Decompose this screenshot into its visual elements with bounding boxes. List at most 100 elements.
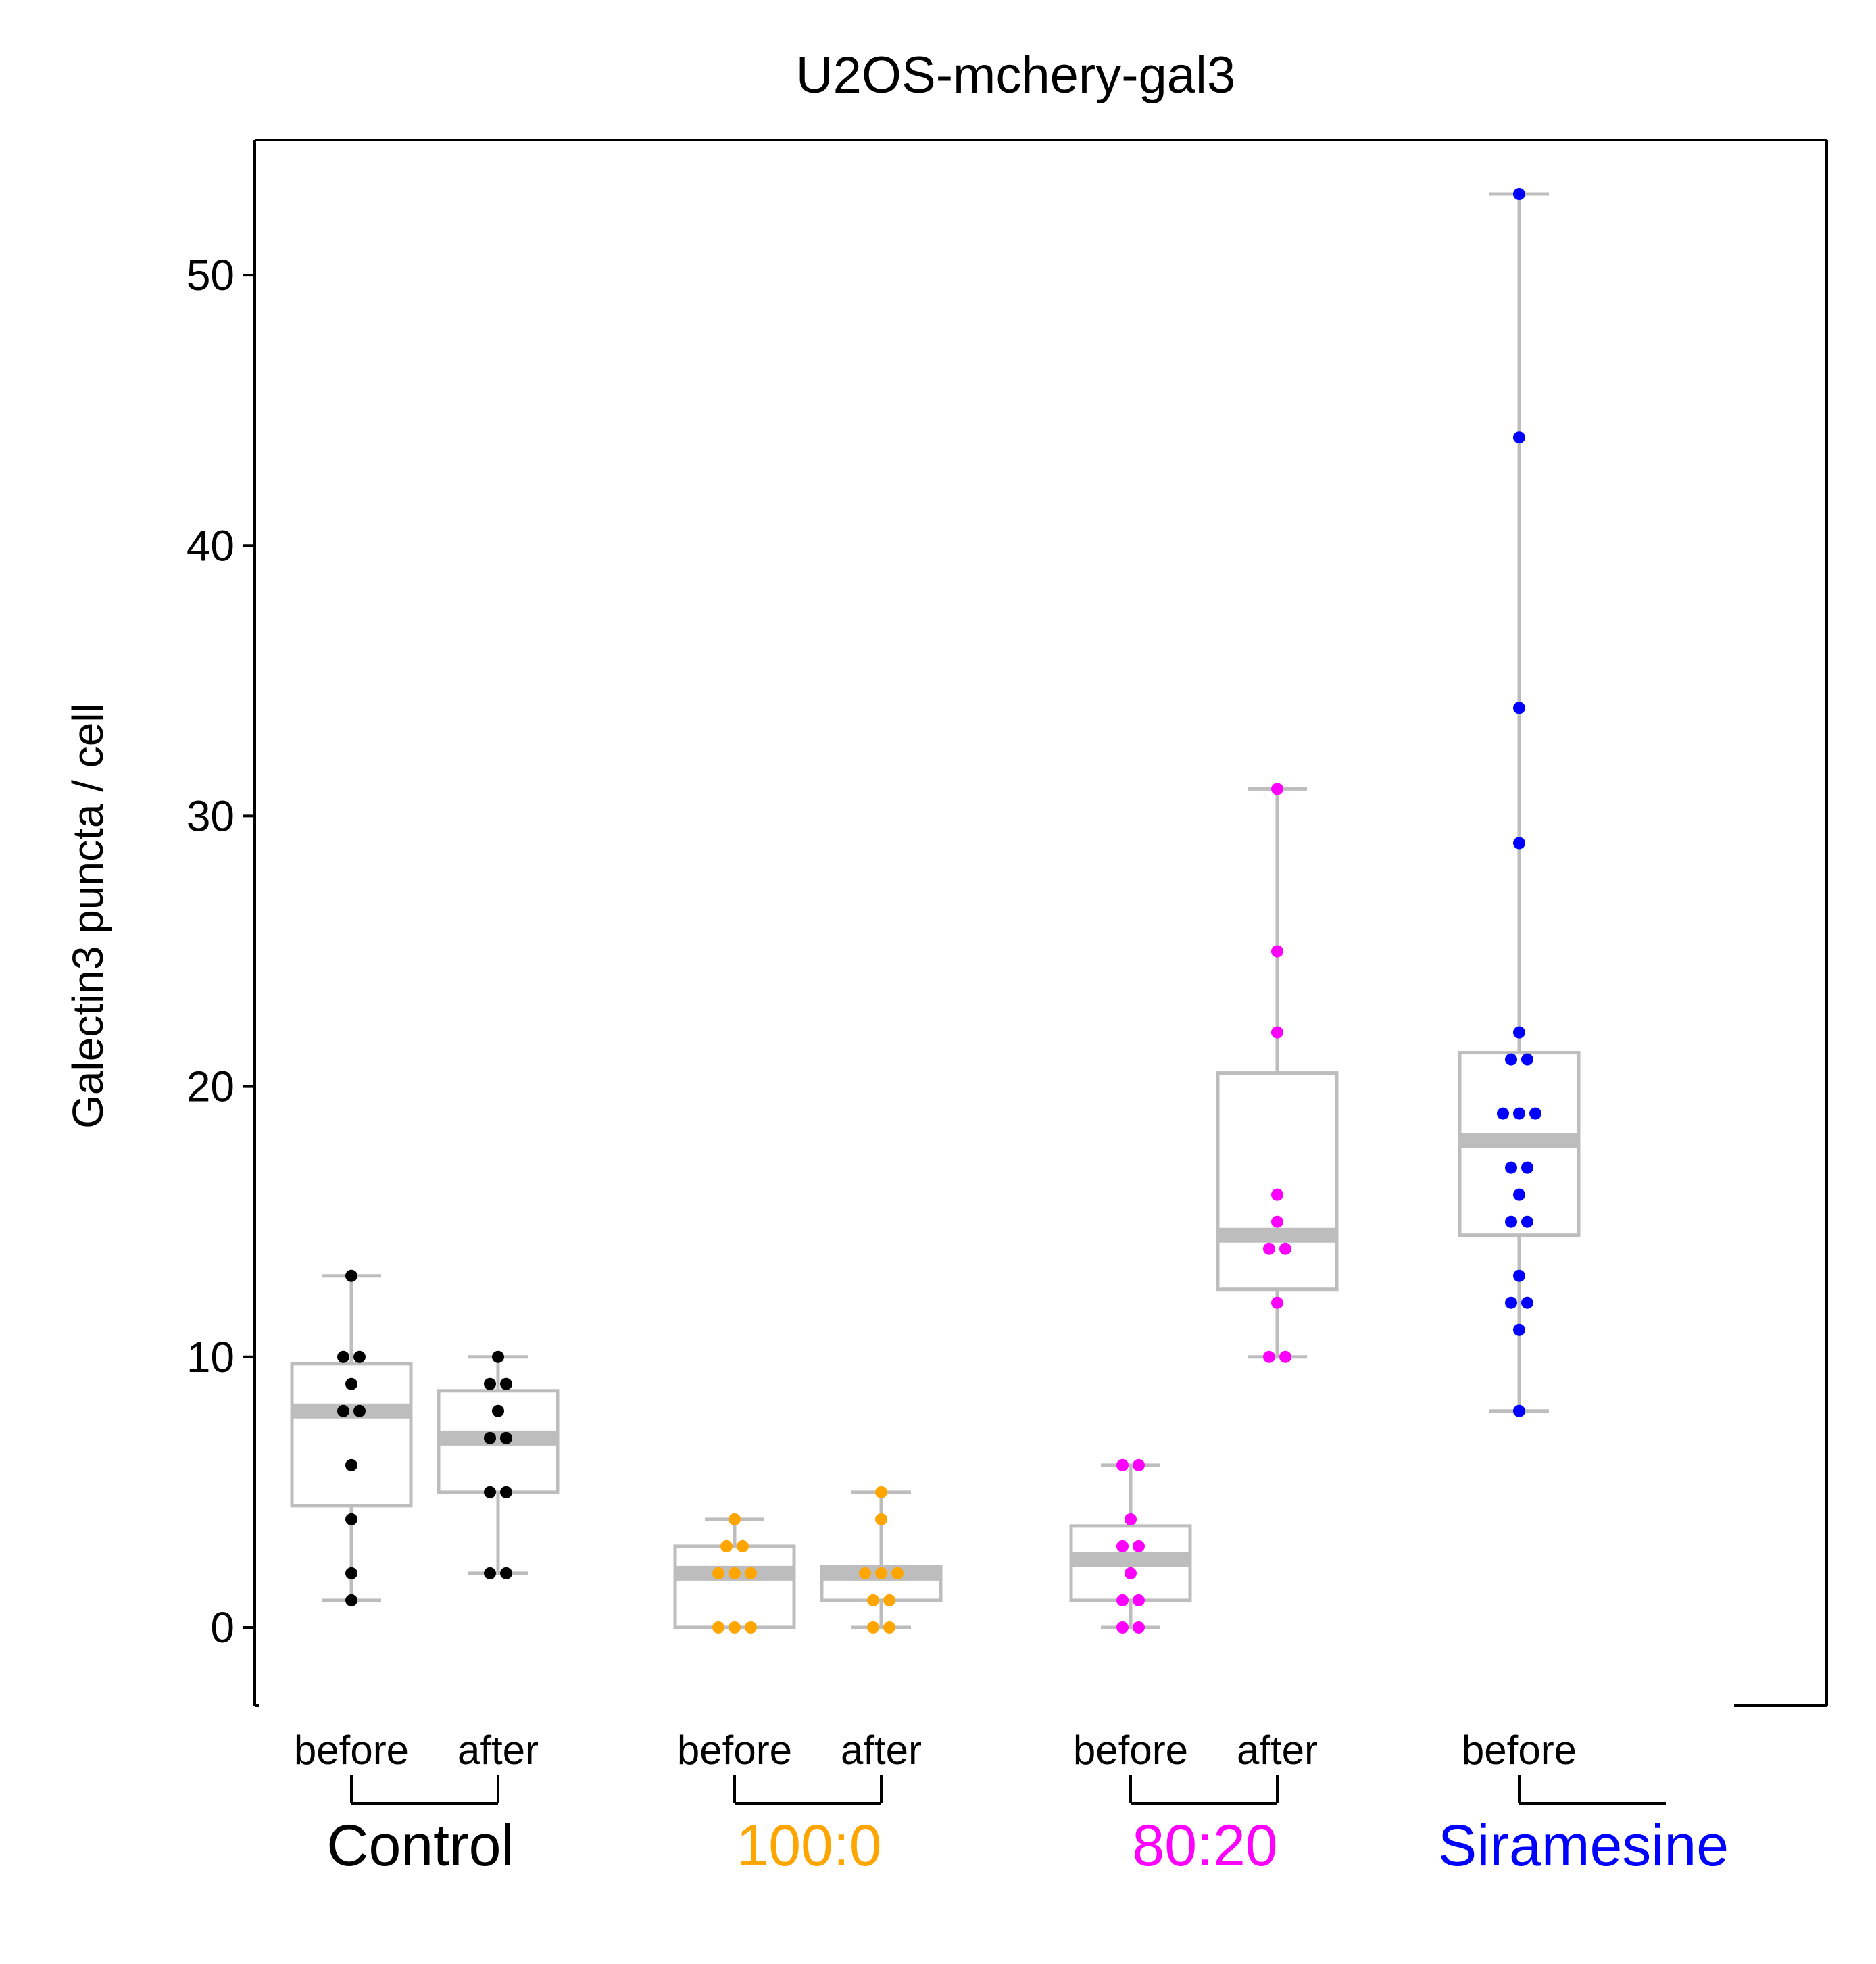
data-point: [353, 1404, 366, 1417]
condition-label: before: [1462, 1727, 1577, 1773]
data-point: [745, 1567, 757, 1579]
data-point: [1279, 1350, 1291, 1363]
condition-label: before: [294, 1727, 409, 1773]
data-point: [500, 1486, 512, 1498]
data-point: [720, 1540, 733, 1552]
data-point: [1521, 1215, 1533, 1228]
data-point: [500, 1431, 512, 1444]
data-point: [867, 1594, 879, 1606]
data-point: [1133, 1594, 1145, 1606]
data-point: [859, 1567, 871, 1579]
data-point: [891, 1567, 904, 1579]
data-point: [1271, 1215, 1283, 1228]
group-label: Control: [326, 1813, 514, 1878]
data-point: [1116, 1458, 1129, 1471]
data-point: [1513, 1323, 1525, 1336]
data-point: [883, 1621, 895, 1634]
data-point: [1271, 1026, 1283, 1039]
data-point: [337, 1404, 349, 1417]
chart-title: U2OS-mchery-gal3: [796, 47, 1235, 104]
data-point: [737, 1540, 749, 1552]
y-tick-label: 50: [187, 251, 234, 299]
y-tick-label: 40: [187, 521, 234, 570]
data-point: [1263, 1242, 1275, 1255]
data-point: [1271, 783, 1283, 795]
data-point: [484, 1567, 496, 1579]
data-point: [867, 1621, 879, 1634]
data-point: [345, 1567, 357, 1579]
data-point: [500, 1377, 512, 1390]
data-point: [1513, 1404, 1525, 1417]
data-point: [1125, 1513, 1137, 1525]
data-point: [1505, 1296, 1517, 1309]
data-point: [729, 1567, 741, 1579]
data-point: [745, 1621, 757, 1634]
data-point: [1505, 1215, 1517, 1228]
data-point: [345, 1513, 357, 1525]
data-point: [484, 1377, 496, 1390]
data-point: [1513, 1188, 1525, 1201]
data-point: [1513, 702, 1525, 714]
condition-label: after: [458, 1727, 539, 1773]
data-point: [345, 1458, 357, 1471]
data-point: [1505, 1053, 1517, 1066]
data-point: [1133, 1621, 1145, 1634]
condition-label: after: [1237, 1727, 1318, 1773]
data-point: [712, 1621, 724, 1634]
condition-label: after: [841, 1727, 922, 1773]
data-point: [1271, 1188, 1283, 1201]
box-iqr: [1216, 1071, 1339, 1292]
data-point: [1125, 1567, 1137, 1579]
group-label: Siramesine: [1438, 1813, 1729, 1878]
data-point: [1513, 188, 1525, 201]
data-point: [1505, 1161, 1517, 1174]
plot-area: 0 10 20 30 40 50 before after Control before after…: [187, 139, 1828, 1878]
group-label: 80:20: [1132, 1813, 1277, 1878]
y-tick-label: 0: [210, 1603, 234, 1652]
condition-label: before: [677, 1727, 792, 1773]
data-point: [1521, 1296, 1533, 1309]
data-point: [1116, 1621, 1129, 1634]
data-point: [875, 1513, 887, 1525]
data-point: [875, 1486, 887, 1498]
data-point: [1271, 945, 1283, 958]
condition-label: before: [1073, 1727, 1188, 1773]
data-point: [500, 1567, 512, 1579]
data-point: [492, 1404, 504, 1417]
data-point: [1521, 1161, 1533, 1174]
data-point: [875, 1567, 887, 1579]
data-point: [1263, 1350, 1275, 1363]
data-point: [353, 1350, 366, 1363]
data-point: [337, 1350, 349, 1363]
group-label: 100:0: [736, 1813, 881, 1878]
data-point: [712, 1567, 724, 1579]
data-point: [1513, 837, 1525, 850]
data-point: [1279, 1242, 1291, 1255]
data-point: [345, 1269, 357, 1282]
data-point: [484, 1431, 496, 1444]
data-point: [1521, 1053, 1533, 1066]
data-point: [484, 1486, 496, 1498]
data-point: [1513, 1026, 1525, 1039]
y-axis-label: Galectin3 puncta / cell: [64, 703, 112, 1129]
data-point: [345, 1594, 357, 1606]
data-point: [1133, 1540, 1145, 1552]
data-point: [729, 1513, 741, 1525]
data-point: [1513, 1269, 1525, 1282]
data-point: [1513, 431, 1525, 444]
data-point: [1497, 1107, 1509, 1120]
y-tick-label: 30: [187, 791, 234, 840]
data-point: [883, 1594, 895, 1606]
data-point: [345, 1377, 357, 1390]
data-point: [1116, 1594, 1129, 1606]
data-point: [1116, 1540, 1129, 1552]
y-tick-label: 10: [187, 1333, 234, 1381]
y-tick-label: 20: [187, 1062, 234, 1111]
data-point: [1513, 1107, 1525, 1120]
box-iqr: [290, 1362, 413, 1508]
data-point: [1133, 1458, 1145, 1471]
data-point: [1271, 1296, 1283, 1309]
data-point: [492, 1350, 504, 1363]
